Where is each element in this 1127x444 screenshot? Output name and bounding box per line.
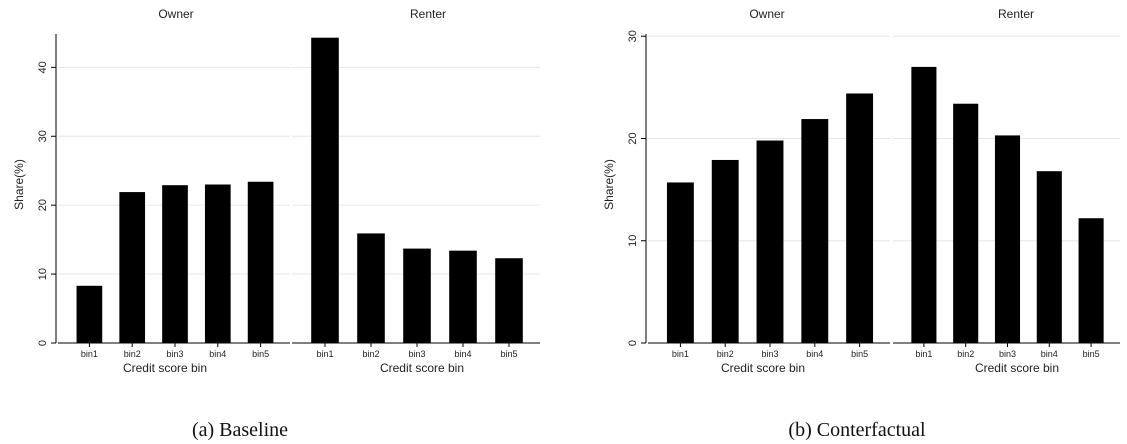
bar-renter-bin4 <box>449 250 477 343</box>
panel-title: Owner <box>749 7 784 21</box>
x-tick-label: bin4 <box>454 349 471 359</box>
x-tick-label: bin2 <box>124 349 141 359</box>
x-tick-label: bin3 <box>408 349 425 359</box>
bar-renter-bin3 <box>403 248 431 343</box>
bar-renter-bin2 <box>357 233 385 343</box>
bar-owner-bin1 <box>76 285 103 343</box>
panel-title: Renter <box>998 7 1034 21</box>
panel-renter: Renter bin1 bin2 bin3 bin4 bin5 Credit score b… <box>292 7 540 375</box>
y-tick-label: 10 <box>37 268 49 280</box>
panel-owner: Owner bin1 bin2 bin3 bin4 bin5 Credit score bi… <box>648 7 890 375</box>
x-tick-label: bin1 <box>915 349 932 359</box>
panel-owner: Owner bin1 bin2 bin3 bin4 bin5 Credit score bi… <box>58 7 290 375</box>
y-tick-label: 30 <box>627 30 639 42</box>
panel-title: Renter <box>410 7 446 21</box>
bar-renter-bin4 <box>1036 171 1062 343</box>
x-tick-label: bin2 <box>957 349 974 359</box>
x-tick-label: bin5 <box>1083 349 1100 359</box>
bar-owner-bin2 <box>711 159 739 343</box>
y-tick-label: 0 <box>627 340 639 346</box>
x-tick-label: bin5 <box>851 349 868 359</box>
x-tick-label: bin1 <box>672 349 689 359</box>
x-tick-label: bin4 <box>1041 349 1058 359</box>
x-tick-label: bin5 <box>252 349 269 359</box>
chart-counterfactual: 0 10 20 30 Share(%) Owner bin1 bin2 bin3 bin4 bin5… <box>602 7 1120 441</box>
x-tick-label: bin2 <box>717 349 734 359</box>
x-axis-label: Credit score bin <box>380 361 464 375</box>
bar-renter-bin1 <box>311 37 339 344</box>
bar-owner-bin5 <box>247 181 274 343</box>
bar-owner-bin1 <box>666 182 694 343</box>
bar-owner-bin4 <box>801 119 829 343</box>
y-axis-label: Share(%) <box>602 159 616 210</box>
x-tick-label: bin4 <box>806 349 823 359</box>
x-axis-label: Credit score bin <box>975 361 1059 375</box>
y-tick-label: 40 <box>37 61 49 73</box>
y-tick-label: 30 <box>37 130 49 142</box>
bar-owner-bin3 <box>162 185 188 343</box>
x-tick-label: bin3 <box>761 349 778 359</box>
x-axis-label: Credit score bin <box>123 361 207 375</box>
bar-owner-bin4 <box>204 184 231 343</box>
chart-baseline: 0 10 20 30 40 Share(%) Owner bin1 bin2 bin3 bin4 bi… <box>12 7 540 441</box>
y-tick-label: 20 <box>37 199 49 211</box>
panel-renter: Renter bin1 bin2 bin3 bin4 bin5 Credit score b… <box>893 7 1120 375</box>
x-tick-label: bin3 <box>999 349 1016 359</box>
bar-owner-bin3 <box>756 140 784 343</box>
bar-renter-bin1 <box>911 66 937 343</box>
y-tick-label: 10 <box>627 235 639 247</box>
bar-renter-bin2 <box>953 103 979 343</box>
x-tick-label: bin1 <box>316 349 333 359</box>
y-tick-label: 20 <box>627 132 639 144</box>
bar-renter-bin5 <box>495 258 523 343</box>
x-tick-label: bin5 <box>500 349 517 359</box>
x-tick-label: bin1 <box>81 349 98 359</box>
y-tick-label: 0 <box>37 340 49 346</box>
bar-renter-bin5 <box>1078 218 1104 343</box>
x-axis-label: Credit score bin <box>721 361 805 375</box>
y-axis-label: Share(%) <box>12 159 26 210</box>
panel-title: Owner <box>158 7 193 21</box>
x-tick-label: bin3 <box>166 349 183 359</box>
x-tick-label: bin4 <box>209 349 226 359</box>
x-tick-label: bin2 <box>362 349 379 359</box>
figure-caption: (b) Conterfactual <box>788 419 926 441</box>
bar-renter-bin3 <box>994 135 1021 343</box>
bar-owner-bin5 <box>846 93 874 343</box>
figure-caption: (a) Baseline <box>192 419 288 441</box>
bar-owner-bin2 <box>119 192 146 343</box>
